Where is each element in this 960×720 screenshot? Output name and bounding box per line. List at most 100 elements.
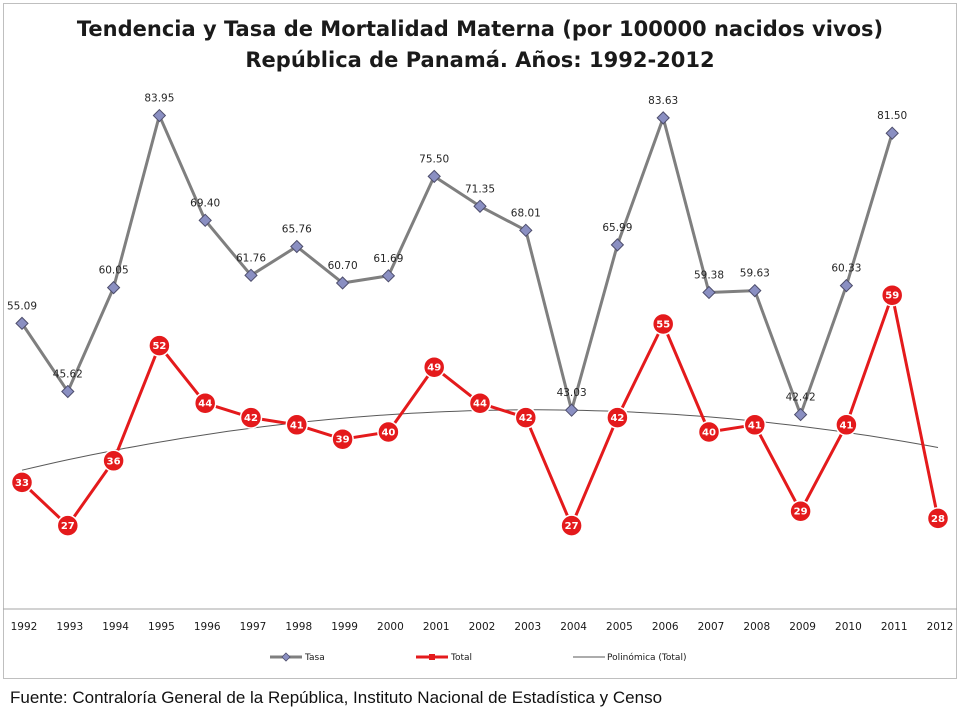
x-tick-label-2001: 2001	[423, 621, 450, 633]
total-data-label-1997: 42	[244, 413, 258, 424]
legend-marker-tasa	[281, 652, 291, 662]
legend: Tasa Total Polinómica (Total)	[270, 652, 686, 663]
tasa-data-label-2006: 83.63	[648, 95, 678, 107]
tasa-data-label-2003: 68.01	[511, 207, 541, 219]
x-axis: 1992 1993 1994 1995 1996 1997 1998 1999 2000 2001…	[3, 608, 957, 633]
total-marker-1994	[102, 449, 125, 473]
total-marker-2002	[468, 391, 492, 415]
x-tick-label-2000: 2000	[377, 621, 404, 633]
tasa-data-label-2005: 65.99	[602, 222, 632, 234]
x-tick-label-1995: 1995	[148, 621, 175, 633]
total-data-label-1996: 44	[198, 399, 212, 410]
legend-label-trendline: Polinómica (Total)	[607, 652, 686, 663]
tasa-marker-2004	[564, 403, 579, 417]
tasa-data-label-1997: 61.76	[236, 252, 266, 264]
total-data-label-2007: 40	[702, 428, 716, 439]
tasa-marker-1995	[152, 108, 167, 123]
x-tick-label-2009: 2009	[789, 621, 816, 633]
total-data-label-2011: 59	[885, 291, 899, 302]
total-marker-1997	[239, 406, 263, 429]
total-data-label-1999: 39	[336, 435, 350, 446]
x-tick-label-2010: 2010	[835, 621, 862, 633]
tasa-data-label-2009: 42.42	[786, 392, 816, 404]
tasa-data-label-2008: 59.63	[740, 268, 770, 280]
total-data-label-2009: 29	[794, 507, 808, 518]
tasa-marker-2001	[427, 169, 441, 184]
x-tick-label-1993: 1993	[56, 621, 83, 633]
source-note: Fuente: Contraloría General de la Repúbl…	[10, 688, 663, 707]
total-data-label-1994: 36	[107, 456, 121, 467]
tasa-marker-2000	[381, 269, 396, 283]
total-marker-2009	[789, 499, 812, 523]
x-tick-label-2006: 2006	[652, 621, 679, 633]
tasa-data-label-2001: 75.50	[419, 153, 449, 165]
total-data-label-1992: 33	[15, 478, 29, 489]
tasa-marker-2008	[748, 283, 762, 298]
x-tick-label-1992: 1992	[11, 621, 38, 633]
tasa-marker-2005	[610, 238, 625, 252]
tasa-data-label-2010: 60.33	[831, 263, 861, 275]
x-tick-label-2005: 2005	[606, 621, 633, 633]
total-data-label-1993: 27	[61, 521, 75, 532]
x-tick-label-1997: 1997	[240, 621, 267, 633]
tasa-data-label-2000: 61.69	[373, 253, 403, 265]
x-tick-label-2002: 2002	[469, 621, 496, 633]
tasa-data-label-1998: 65.76	[282, 224, 312, 236]
tasa-data-label-1993: 45.62	[53, 369, 83, 381]
total-marker-2007	[697, 420, 721, 444]
legend-marker-total	[429, 654, 435, 660]
total-marker-2004	[560, 514, 583, 537]
tasa-marker-2003	[519, 223, 533, 238]
total-marker-1999	[331, 427, 354, 451]
total-data-label-2003: 42	[519, 413, 533, 424]
total-marker-2000	[377, 420, 400, 444]
total-marker-2005	[606, 406, 629, 429]
tasa-marker-2009	[793, 407, 808, 422]
x-tick-label-2007: 2007	[698, 621, 725, 633]
total-marker-1992	[10, 471, 34, 494]
total-marker-1993	[56, 514, 80, 537]
tasa-marker-1993	[61, 384, 75, 399]
tasa-marker-1999	[335, 276, 350, 290]
tasa-data-label-2011: 81.50	[877, 110, 907, 122]
tasa-marker-2011	[885, 126, 899, 140]
tasa-data-label-2004: 43.03	[557, 387, 587, 399]
chart-title-line-1: Tendencia y Tasa de Mortalidad Materna (…	[77, 17, 883, 41]
total-data-label-2000: 40	[381, 428, 395, 439]
tasa-marker-2006	[656, 111, 670, 125]
x-tick-label-2011: 2011	[881, 621, 908, 633]
series-line-tasa	[20, 114, 894, 417]
tasa-marker-2010	[839, 278, 854, 293]
tasa-data-label-1999: 60.70	[328, 260, 358, 272]
tasa-marker-1997	[244, 268, 258, 283]
x-tick-label-1998: 1998	[285, 621, 312, 633]
tasa-data-label-1995: 83.95	[144, 93, 174, 105]
total-marker-2010	[835, 413, 858, 437]
legend-label-total: Total	[450, 653, 472, 663]
total-marker-2003	[514, 406, 538, 429]
line-chart: Tendencia y Tasa de Mortalidad Materna (…	[3, 17, 957, 663]
total-data-label-2005: 42	[610, 413, 624, 424]
tasa-marker-1992	[15, 316, 29, 331]
tasa-marker-2002	[473, 199, 487, 213]
tasa-data-label-2007: 59.38	[694, 269, 724, 281]
total-data-label-2004: 27	[565, 521, 579, 532]
total-data-label-2010: 41	[839, 420, 853, 431]
total-marker-1998	[285, 413, 309, 437]
tasa-marker-2007	[702, 285, 716, 300]
total-marker-2006	[651, 312, 675, 336]
tasa-data-label-1992: 55.09	[7, 300, 37, 312]
x-tick-label-1996: 1996	[194, 621, 221, 633]
tasa-data-label-1994: 60.05	[99, 265, 129, 277]
legend-label-tasa: Tasa	[304, 653, 325, 663]
tasa-data-label-1996: 69.40	[190, 197, 220, 209]
total-data-label-1998: 41	[290, 420, 304, 431]
total-data-label-2001: 49	[427, 363, 441, 374]
tasa-marker-1994	[106, 280, 121, 295]
plot-area: 55.09 45.62 60.05 83.95 69.40 61.76 65.76 60.70…	[7, 93, 950, 537]
x-tick-label-2004: 2004	[560, 621, 587, 633]
total-data-label-2002: 44	[473, 399, 487, 410]
tasa-data-label-2002: 71.35	[465, 183, 495, 195]
total-marker-1996	[193, 391, 217, 415]
tasa-marker-1998	[290, 239, 304, 254]
